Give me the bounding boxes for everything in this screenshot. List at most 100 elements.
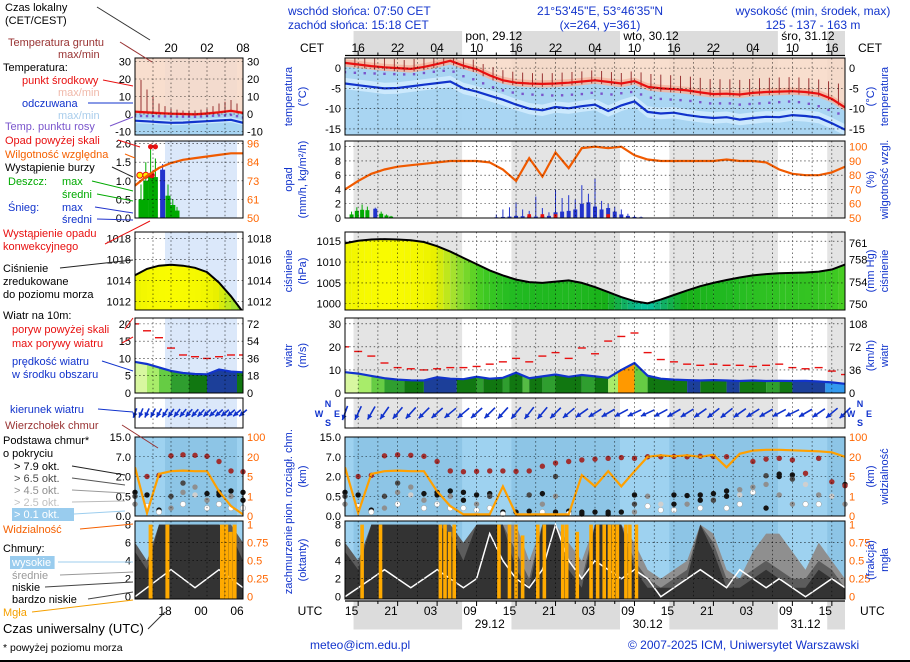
cloud-base-dot	[684, 501, 690, 507]
cloud-base-dot	[381, 493, 388, 499]
legend-item-16: Śnieg:	[8, 201, 39, 214]
legend-item-43: bardzo niskie	[12, 594, 77, 606]
tick-label: 1018	[247, 233, 271, 245]
cloud-base-dot	[710, 490, 717, 497]
cloud-top-dot	[168, 453, 174, 459]
cloud-base-dot	[408, 484, 414, 490]
tick-label: 15.0	[320, 432, 341, 444]
fog-bar	[615, 524, 620, 599]
legend-item-29: kierunek wiatru	[10, 404, 84, 416]
legend-item-26: max porywy wiatru	[12, 338, 103, 350]
tick-label: 60	[849, 199, 861, 211]
cloud-base-dot	[723, 505, 730, 512]
legend-item-40: wysokie	[11, 557, 51, 569]
day-label: śro, 31.12	[781, 29, 835, 43]
pressure-axis-unit-right: (mm Hg)	[865, 250, 877, 293]
tick-label: 1014	[107, 275, 131, 287]
tick-label: 1016	[107, 254, 131, 266]
fog-bar	[507, 524, 512, 599]
mini-utc-tick: 18	[158, 604, 172, 618]
legend-item-31: Podstawa chmur*	[3, 435, 90, 447]
legend-item-21: Ciśnienie	[3, 263, 48, 275]
precipitation-axis-label-left: opad	[283, 167, 295, 191]
compass-n: N	[325, 399, 332, 409]
cloud-base-dot	[460, 497, 467, 503]
contact-email-link[interactable]: meteo@icm.edu.pl	[310, 638, 411, 652]
legend-item-12: Wystąpienie burzy	[5, 162, 95, 174]
day-label: pon, 29.12	[465, 29, 522, 43]
tick-label: 0	[335, 388, 341, 400]
tick-label: 0.5	[116, 194, 131, 206]
cloud-base-dot	[216, 501, 222, 508]
cloud-base-dot	[420, 505, 427, 512]
cloud-base-dot	[421, 490, 427, 497]
tick-label: 30	[119, 57, 131, 69]
cloud-base-dot	[204, 497, 210, 503]
cloud-top-dot	[605, 455, 611, 462]
cloud-top-dot	[565, 458, 572, 465]
cloud-base-dot	[644, 503, 651, 510]
cloud-top-dot	[802, 470, 809, 477]
legend-item-5: punkt środkowy	[22, 75, 99, 87]
wind-axis-label-right: wiatr	[879, 344, 891, 369]
tick-label: 108	[849, 319, 867, 331]
tick-label: 758	[849, 255, 867, 267]
cloud-base-dot	[763, 473, 769, 479]
tick-label: 10	[119, 92, 131, 104]
tick-label: 0.0	[326, 511, 341, 523]
tick-label: 0.5	[247, 556, 262, 568]
tick-label: -10	[115, 127, 131, 139]
legend-item-4: Temperatura:	[3, 62, 68, 74]
utc-tick: 21	[700, 604, 714, 618]
fog-bar	[634, 524, 639, 599]
cloud-base-dot	[644, 493, 651, 499]
cloud-base-dot	[421, 497, 427, 503]
legend-item-20: konwekcyjnego	[3, 241, 78, 253]
tick-label: 1015	[317, 236, 341, 248]
tick-label: 0	[335, 592, 341, 604]
panel-clouds	[134, 436, 244, 517]
tick-label: 1.5	[116, 157, 131, 169]
pressure-axis-label-right: ciśnienie	[879, 250, 891, 293]
cloud-base-dot	[526, 492, 532, 498]
clouds-axis-unit-right: (km)	[865, 466, 877, 488]
temperature-axis-label-left: temperatura	[283, 66, 295, 126]
precipitation-axis-label-right: wilgotność wzgl.	[879, 140, 891, 220]
cloud-base-dot	[763, 505, 769, 511]
mini-cet-tick: 08	[236, 41, 250, 55]
tick-label: 8	[125, 520, 131, 532]
fog-bar	[497, 524, 501, 599]
tick-label: 4	[335, 184, 341, 196]
panel-cloud-cover	[134, 520, 244, 600]
fog-bar	[514, 524, 518, 599]
cloud-top-dot	[204, 453, 210, 459]
tick-label: 20	[849, 452, 861, 464]
tick-label: 2.0	[326, 472, 341, 484]
cloud-base-dot	[631, 501, 638, 507]
cloud-base-dot	[144, 492, 150, 498]
tick-label: 1014	[247, 275, 271, 287]
tick-label: 6	[335, 538, 341, 550]
cloud-base-dot	[684, 492, 690, 499]
cloud-base-dot	[228, 488, 234, 494]
utc-tick: 03	[424, 604, 438, 618]
cloud-top-dot	[579, 457, 585, 463]
copyright: © 2007-2025 ICM, Uniwersytet Warszawski	[628, 638, 860, 652]
fog-bar	[360, 524, 364, 599]
tick-label: 0.0	[116, 213, 131, 225]
cloud-base-dot	[434, 501, 441, 508]
mini-cet-tick: 02	[200, 41, 214, 55]
pressure-axis-unit-left: (hPa)	[297, 258, 309, 285]
tick-label: 100	[247, 432, 265, 444]
tick-label: 4	[335, 556, 341, 568]
cloud-base-dot	[789, 501, 796, 507]
legend-item-25: poryw powyżej skali	[12, 324, 109, 336]
cet-tick: 04	[430, 41, 444, 55]
tick-label: 84	[247, 157, 259, 169]
cloud-top-dot	[526, 468, 532, 474]
utc-tick: 09	[463, 604, 477, 618]
tick-label: 1016	[247, 254, 271, 266]
utc-tick: 21	[542, 604, 556, 618]
cloud-base-dot	[579, 511, 585, 517]
